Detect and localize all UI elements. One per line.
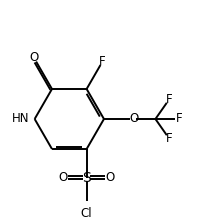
Text: O: O — [105, 171, 115, 184]
Text: HN: HN — [12, 112, 30, 124]
Text: F: F — [166, 93, 173, 106]
Text: Cl: Cl — [81, 207, 92, 218]
Text: S: S — [82, 171, 91, 185]
Text: F: F — [166, 132, 173, 145]
Text: O: O — [59, 171, 68, 184]
Text: O: O — [29, 51, 38, 64]
Text: O: O — [129, 112, 139, 126]
Text: F: F — [176, 112, 183, 126]
Text: F: F — [99, 55, 106, 68]
